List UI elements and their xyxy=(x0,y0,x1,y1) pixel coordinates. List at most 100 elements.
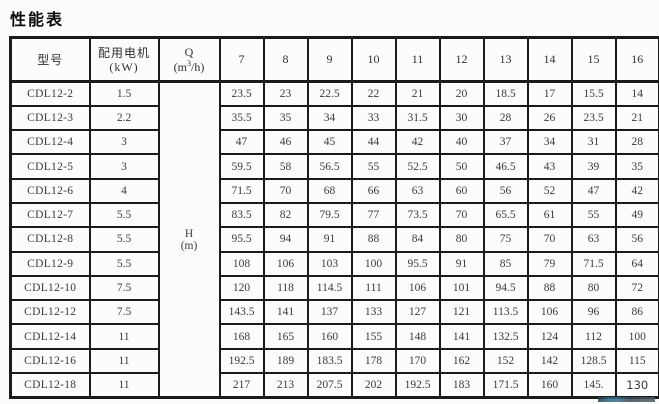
model-cell: CDL12-18 xyxy=(9,372,91,399)
head-value-cell: 106 xyxy=(262,250,309,277)
head-value-cell: 60 xyxy=(438,177,485,204)
motor-cell: 5.5 xyxy=(88,250,160,277)
head-value-cell: 127 xyxy=(394,299,441,326)
model-cell: CDL12-2 xyxy=(9,80,91,107)
head-value-cell: 18.5 xyxy=(482,80,529,107)
head-value-cell: 23.5 xyxy=(218,80,265,107)
head-value-cell: 85 xyxy=(482,250,529,277)
model-cell: CDL12-12 xyxy=(9,299,91,326)
head-value-cell: 178 xyxy=(350,347,397,375)
head-value-cell: 59.5 xyxy=(218,153,265,180)
table-row: CDL12-4 3 47 46 45 44 42 40 37 34 31 28 xyxy=(9,129,659,156)
col-header-flow: Q (m3/h) xyxy=(157,36,221,83)
model-cell: CDL12-8 xyxy=(9,226,91,253)
header-row: 型号 配用电机 (kW) Q (m3/h) 7 8 9 10 11 12 13 14… xyxy=(9,36,659,83)
head-value-cell: 65.5 xyxy=(482,201,529,229)
head-value-cell: 77 xyxy=(350,201,397,229)
head-unit-cell: H (m) xyxy=(157,80,221,399)
motor-cell: 2.2 xyxy=(88,104,160,132)
head-value-cell: 30 xyxy=(438,104,485,132)
motor-cell: 1.5 xyxy=(88,80,160,107)
flow-header-cell: 10 xyxy=(350,36,397,83)
head-value-cell: 118 xyxy=(262,274,309,302)
head-value-cell: 95.5 xyxy=(394,250,441,277)
head-value-cell: 189 xyxy=(262,347,309,375)
head-value-cell: 22 xyxy=(350,80,397,107)
head-value-cell: 183 xyxy=(438,372,485,399)
head-value-cell: 95.5 xyxy=(218,226,265,253)
head-value-cell: 88 xyxy=(350,226,397,253)
head-value-cell: 31 xyxy=(570,129,617,156)
table-row: CDL12-10 7.5 120 118 114.5 111 106 101 9… xyxy=(9,274,659,302)
patched-value-cell: 130 xyxy=(614,372,659,399)
head-value-cell: 23.5 xyxy=(570,104,617,132)
head-value-cell: 80 xyxy=(570,274,617,302)
head-value-cell: 49 xyxy=(614,201,659,229)
flow-header-cell: 8 xyxy=(262,36,309,83)
head-value-cell: 46.5 xyxy=(482,153,529,180)
head-value-cell: 160 xyxy=(526,372,573,399)
head-value-cell: 70 xyxy=(438,201,485,229)
head-value-cell: 213 xyxy=(262,372,309,399)
head-value-cell: 141 xyxy=(438,323,485,350)
head-value-cell: 103 xyxy=(306,250,353,277)
motor-cell: 11 xyxy=(88,323,160,350)
head-value-cell: 217 xyxy=(218,372,265,399)
head-value-cell: 61 xyxy=(526,201,573,229)
head-value-cell: 26 xyxy=(526,104,573,132)
head-value-cell: 115 xyxy=(614,347,659,375)
table-row: CDL12-9 5.5 108 106 103 100 95.5 91 85 7… xyxy=(9,250,659,277)
model-cell: CDL12-5 xyxy=(9,153,91,180)
motor-cell: 5.5 xyxy=(88,226,160,253)
table-row: CDL12-6 4 71.5 70 68 66 63 60 56 52 47 4… xyxy=(9,177,659,204)
table-row: CDL12-5 3 59.5 58 56.5 55 52.5 50 46.5 4… xyxy=(9,153,659,180)
head-value-cell: 111 xyxy=(350,274,397,302)
head-value-cell: 145. xyxy=(570,372,617,399)
table-row: CDL12-16 11 192.5 189 183.5 178 170 162 … xyxy=(9,347,659,375)
head-value-cell: 35 xyxy=(614,153,659,180)
head-value-cell: 20 xyxy=(438,80,485,107)
head-value-cell: 112 xyxy=(570,323,617,350)
head-value-cell: 80 xyxy=(438,226,485,253)
head-value-cell: 72 xyxy=(614,274,659,302)
motor-cell: 3 xyxy=(88,129,160,156)
head-value-cell: 58 xyxy=(262,153,309,180)
col-header-motor: 配用电机 (kW) xyxy=(88,36,160,83)
head-value-cell: 37 xyxy=(482,129,529,156)
head-value-cell: 23 xyxy=(262,80,309,107)
head-value-cell: 66 xyxy=(350,177,397,204)
head-value-cell: 141 xyxy=(262,299,309,326)
table-row: CDL12-2 1.5 H (m) 23.5 23 22.5 22 21 20 1… xyxy=(9,80,659,399)
head-value-cell: 108 xyxy=(218,250,265,277)
head-value-cell: 168 xyxy=(218,323,265,350)
head-value-cell: 33 xyxy=(350,104,397,132)
flow-header-cell: 11 xyxy=(394,36,441,83)
motor-cell: 4 xyxy=(88,177,160,204)
head-value-cell: 75 xyxy=(482,226,529,253)
head-value-cell: 17 xyxy=(526,80,573,107)
head-value-cell: 100 xyxy=(614,323,659,350)
head-value-cell: 100 xyxy=(350,250,397,277)
head-value-cell: 106 xyxy=(394,274,441,302)
head-value-cell: 44 xyxy=(350,129,397,156)
head-value-cell: 171.5 xyxy=(482,372,529,399)
col-header-model: 型号 xyxy=(9,36,91,83)
head-value-cell: 106 xyxy=(526,299,573,326)
head-value-cell: 55 xyxy=(570,201,617,229)
head-value-cell: 35.5 xyxy=(218,104,265,132)
head-value-cell: 56 xyxy=(614,226,659,253)
head-value-cell: 162 xyxy=(438,347,485,375)
head-value-cell: 22.5 xyxy=(306,80,353,107)
head-value-cell: 28 xyxy=(614,129,659,156)
scan-artifact-smudge xyxy=(598,397,655,402)
head-value-cell: 94.5 xyxy=(482,274,529,302)
head-value-cell: 170 xyxy=(394,347,441,375)
head-value-cell: 91 xyxy=(306,226,353,253)
head-value-cell: 86 xyxy=(614,299,659,326)
motor-cell: 7.5 xyxy=(88,274,160,302)
table-row: CDL12-3 2.2 35.5 35 34 33 31.5 30 28 26 … xyxy=(9,104,659,132)
head-value-cell: 121 xyxy=(438,299,485,326)
head-value-cell: 52.5 xyxy=(394,153,441,180)
head-value-cell: 52 xyxy=(526,177,573,204)
head-value-cell: 192.5 xyxy=(394,372,441,399)
